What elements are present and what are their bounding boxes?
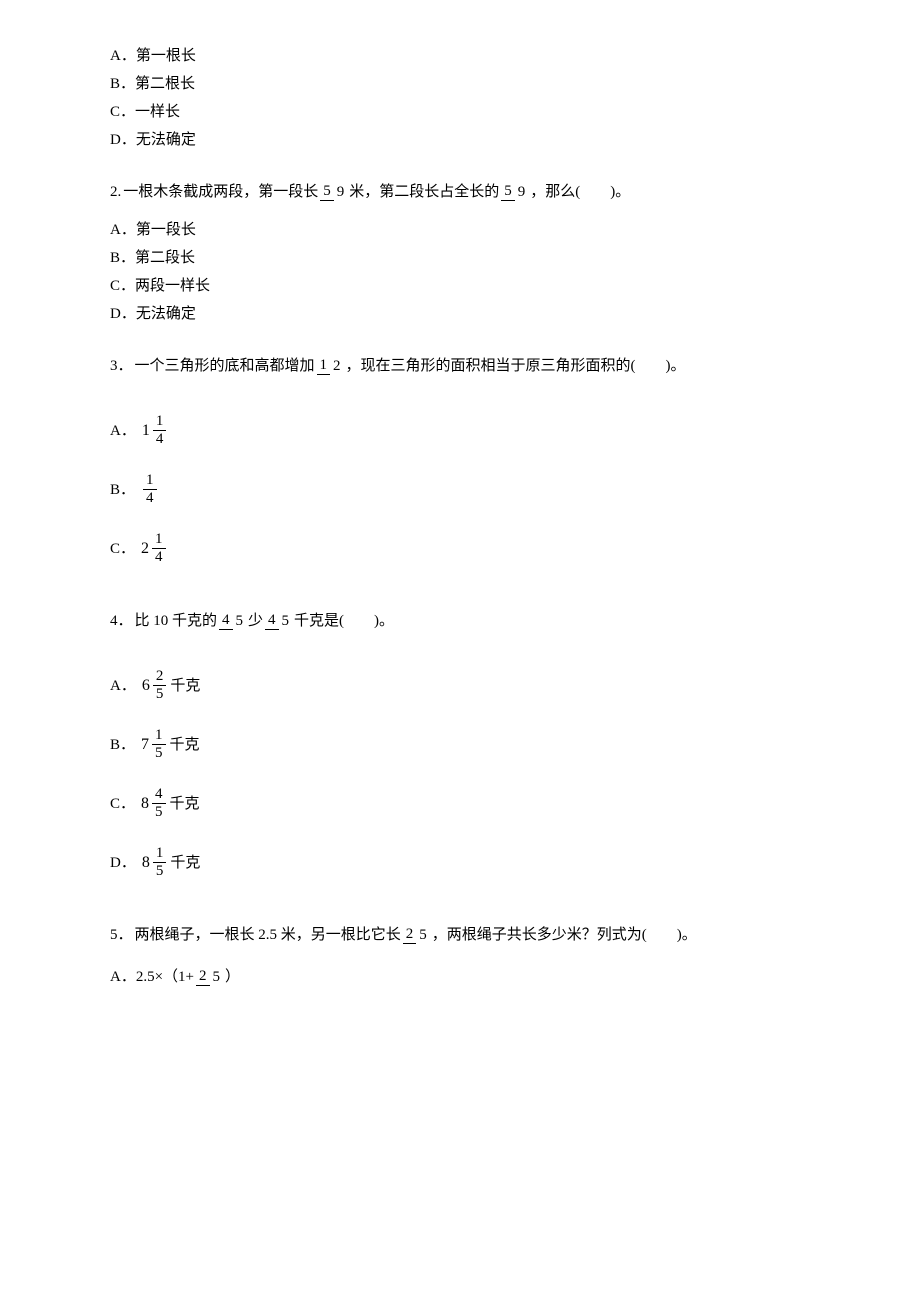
q2-text3: ，那么( )。 <box>530 180 630 204</box>
q5-label: 5． <box>110 923 133 947</box>
q5-option-a: A． 2.5×（1+ 2 5 ） <box>110 965 240 989</box>
q4-label: 4． <box>110 609 133 633</box>
q4-text2: 少 <box>248 609 263 633</box>
q3-option-c: C． 2 1 4 <box>110 532 810 565</box>
q2-option-d: D．无法确定 <box>110 302 810 326</box>
q4-option-a: A． 6 2 5 千克 <box>110 669 810 702</box>
q1-option-b: B．第二根长 <box>110 72 810 96</box>
q2-option-a: A．第一段长 <box>110 218 810 242</box>
q2-option-b: B．第二段长 <box>110 246 810 270</box>
q4-option-b: B． 7 1 5 千克 <box>110 728 810 761</box>
q2-text1: 一根木条截成两段，第一段长 <box>123 180 318 204</box>
q4-stem: 4． 比 10 千克的 4 5 少 4 5 千克是( )。 <box>110 609 394 633</box>
q3-label: 3． <box>110 354 133 378</box>
q2-label: 2. <box>110 180 121 204</box>
q3-frac: 1 2 <box>317 358 344 375</box>
q2-stem: 2. 一根木条截成两段，第一段长 5 9 米，第二段长占全长的 5 9 ，那么(… <box>110 180 630 204</box>
q4-text1: 比 10 千克的 <box>135 609 218 633</box>
q4-frac1: 4 5 <box>219 613 246 630</box>
q2-frac1: 5 9 <box>320 184 347 201</box>
q1-option-d: D．无法确定 <box>110 128 810 152</box>
q3-stem: 3． 一个三角形的底和高都增加 1 2 ，现在三角形的面积相当于原三角形面积的(… <box>110 354 686 378</box>
q2-text2: 米，第二段长占全长的 <box>349 180 499 204</box>
q5-text1: 两根绳子，一根长 2.5 米，另一根比它长 <box>135 923 401 947</box>
q2-frac2: 5 9 <box>501 184 528 201</box>
q3-option-a: A． 1 1 4 <box>110 414 810 447</box>
q2-option-c: C．两段一样长 <box>110 274 810 298</box>
q3-option-b: B． 1 4 <box>110 473 810 506</box>
q3-text2: ，现在三角形的面积相当于原三角形面积的( )。 <box>346 354 686 378</box>
q4-option-d: D． 8 1 5 千克 <box>110 846 810 879</box>
q5-text2: ，两根绳子共长多少米？列式为( )。 <box>432 923 697 947</box>
q5-stem: 5． 两根绳子，一根长 2.5 米，另一根比它长 2 5 ，两根绳子共长多少米？… <box>110 923 697 947</box>
q5-frac: 2 5 <box>403 927 430 944</box>
q1-option-a: A．第一根长 <box>110 44 810 68</box>
q1-option-c: C．一样长 <box>110 100 810 124</box>
q4-frac2: 4 5 <box>265 613 292 630</box>
q4-text3: 千克是( )。 <box>294 609 394 633</box>
q3-text1: 一个三角形的底和高都增加 <box>135 354 315 378</box>
q4-option-c: C． 8 4 5 千克 <box>110 787 810 820</box>
